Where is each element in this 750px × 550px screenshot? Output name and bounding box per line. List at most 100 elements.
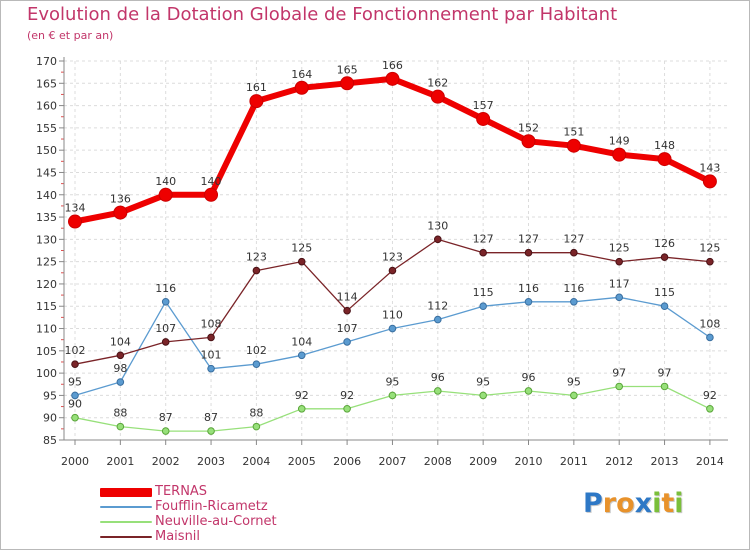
logo-letter: i <box>652 488 662 519</box>
y-tick-label-165: 165 <box>36 77 57 90</box>
point-foufflin-ricametz-2004 <box>252 360 261 369</box>
data-label-neuville-au-cornet-2005: 92 <box>295 389 309 402</box>
y-tick-label-130: 130 <box>36 233 57 246</box>
point-neuville-au-cornet-2000 <box>71 413 79 422</box>
point-maisnil-2014 <box>706 257 714 266</box>
point-ternas-2010 <box>521 134 536 149</box>
data-label-neuville-au-cornet-2014: 92 <box>703 389 717 402</box>
data-label-neuville-au-cornet-2006: 92 <box>340 389 354 402</box>
x-tick-label-2011: 2011 <box>560 455 588 468</box>
point-neuville-au-cornet-2002 <box>161 427 170 435</box>
proxiti-logo: Proxiti <box>583 488 684 519</box>
point-neuville-au-cornet-2005 <box>297 404 306 413</box>
logo-letter: t <box>661 488 675 519</box>
data-label-maisnil-2010: 127 <box>518 233 539 246</box>
data-label-ternas-2003: 140 <box>201 175 222 188</box>
y-tick-label-125: 125 <box>36 256 57 269</box>
y-tick-label-145: 145 <box>36 166 57 179</box>
data-label-ternas-2011: 151 <box>563 126 584 139</box>
x-tick-label-2013: 2013 <box>651 455 679 468</box>
data-label-neuville-au-cornet-2001: 88 <box>113 407 127 420</box>
point-maisnil-2004 <box>252 266 261 275</box>
data-label-maisnil-2009: 127 <box>473 233 494 246</box>
data-label-maisnil-2012: 125 <box>609 242 630 255</box>
x-tick-label-2010: 2010 <box>515 455 543 468</box>
data-label-ternas-2005: 164 <box>291 68 312 81</box>
point-ternas-2003 <box>204 187 219 202</box>
point-foufflin-ricametz-2003 <box>207 364 215 373</box>
data-label-neuville-au-cornet-2010: 96 <box>522 371 536 384</box>
legend-item-neuville-au-cornet: Neuville-au-Cornet <box>100 514 340 530</box>
data-label-foufflin-ricametz-2009: 115 <box>473 286 494 299</box>
data-label-foufflin-ricametz-2008: 112 <box>427 300 448 313</box>
data-label-neuville-au-cornet-2000: 90 <box>68 398 82 411</box>
data-label-maisnil-2002: 107 <box>155 322 176 335</box>
data-label-neuville-au-cornet-2004: 88 <box>249 407 263 420</box>
point-foufflin-ricametz-2007 <box>388 324 397 333</box>
data-label-ternas-2009: 157 <box>473 99 494 112</box>
point-foufflin-ricametz-2013 <box>660 302 669 311</box>
point-maisnil-2000 <box>71 360 79 369</box>
y-tick-label-120: 120 <box>36 278 57 291</box>
data-label-neuville-au-cornet-2011: 95 <box>567 375 581 388</box>
point-ternas-2002 <box>158 187 173 202</box>
legend-swatch-maisnil <box>100 536 152 538</box>
point-ternas-2005 <box>294 80 309 95</box>
y-tick-label-95: 95 <box>43 389 57 402</box>
point-foufflin-ricametz-2011 <box>570 297 578 306</box>
data-label-foufflin-ricametz-2014: 108 <box>699 317 720 330</box>
data-label-neuville-au-cornet-2007: 95 <box>385 375 399 388</box>
point-maisnil-2010 <box>524 248 533 257</box>
logo-letter: P <box>583 488 603 519</box>
data-label-foufflin-ricametz-2007: 110 <box>382 309 403 322</box>
data-label-foufflin-ricametz-2011: 116 <box>563 282 584 295</box>
data-label-ternas-2001: 136 <box>110 193 131 206</box>
point-maisnil-2006 <box>343 306 351 315</box>
data-label-foufflin-ricametz-2002: 116 <box>155 282 176 295</box>
chart-title: Evolution de la Dotation Globale de Fonc… <box>27 4 618 25</box>
data-label-maisnil-2003: 108 <box>201 317 222 330</box>
data-label-maisnil-2014: 125 <box>699 242 720 255</box>
point-maisnil-2013 <box>660 253 669 261</box>
logo-letter: o <box>616 488 635 519</box>
point-maisnil-2005 <box>297 257 306 266</box>
series-lines <box>68 71 717 435</box>
legend: TERNAS Foufflin-Ricametz Neuville-au-Cor… <box>100 484 340 547</box>
data-label-foufflin-ricametz-2013: 115 <box>654 286 675 299</box>
data-label-maisnil-2000: 102 <box>65 344 86 357</box>
data-label-maisnil-2005: 125 <box>291 242 312 255</box>
data-label-foufflin-ricametz-2006: 107 <box>337 322 358 335</box>
legend-item-foufflin-ricametz: Foufflin-Ricametz <box>100 499 340 515</box>
x-tick-label-2005: 2005 <box>288 455 316 468</box>
data-label-ternas-2004: 161 <box>246 81 267 94</box>
point-maisnil-2007 <box>388 266 397 275</box>
x-tick-label-2014: 2014 <box>696 455 724 468</box>
legend-label-ternas: TERNAS <box>155 484 208 499</box>
legend-label-maisnil: Maisnil <box>155 529 201 544</box>
point-ternas-2009 <box>476 111 491 126</box>
legend-swatch-ternas <box>100 488 152 497</box>
x-tick-label-2002: 2002 <box>152 455 180 468</box>
point-maisnil-2009 <box>479 248 487 257</box>
point-neuville-au-cornet-2004 <box>252 422 261 431</box>
x-tick-label-2009: 2009 <box>469 455 497 468</box>
point-ternas-2013 <box>657 152 672 167</box>
x-tick-label-2006: 2006 <box>333 455 361 468</box>
point-foufflin-ricametz-2014 <box>706 333 714 342</box>
point-maisnil-2001 <box>116 351 125 360</box>
legend-item-maisnil: Maisnil <box>100 529 340 545</box>
point-neuville-au-cornet-2011 <box>570 391 578 400</box>
point-foufflin-ricametz-2006 <box>343 338 351 346</box>
point-neuville-au-cornet-2010 <box>524 387 533 395</box>
point-ternas-2007 <box>385 71 400 86</box>
data-label-maisnil-2006: 114 <box>337 291 358 304</box>
y-tick-label-135: 135 <box>36 211 57 224</box>
data-label-foufflin-ricametz-2005: 104 <box>291 335 312 348</box>
data-label-foufflin-ricametz-2001: 98 <box>113 362 127 375</box>
y-tick-label-115: 115 <box>36 300 57 313</box>
y-tick-label-105: 105 <box>36 345 57 358</box>
point-foufflin-ricametz-2000 <box>71 391 79 400</box>
point-neuville-au-cornet-2006 <box>343 404 351 413</box>
point-neuville-au-cornet-2012 <box>615 382 624 391</box>
